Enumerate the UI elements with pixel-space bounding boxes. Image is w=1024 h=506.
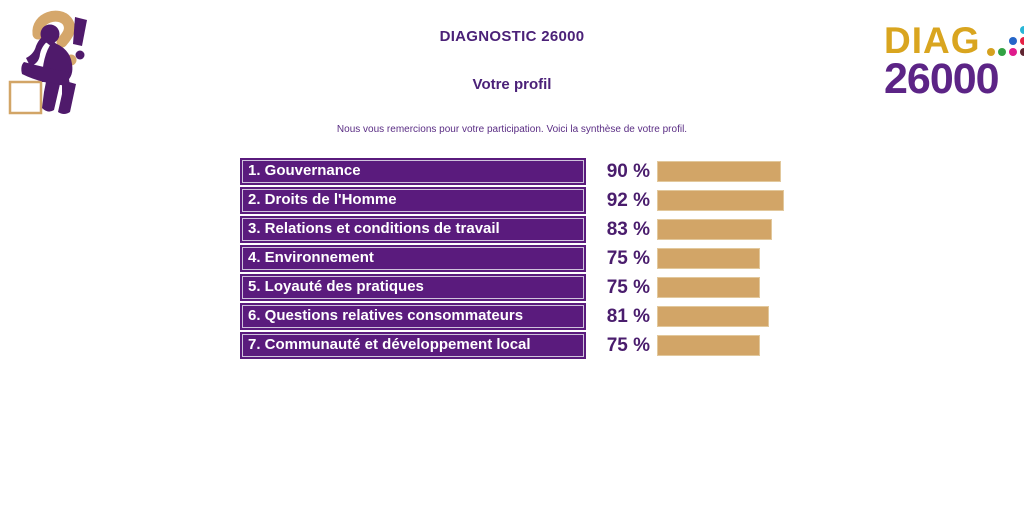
category-label: 7. Communauté et développement local — [240, 332, 586, 359]
diag26000-logo: DIAG 26000 — [884, 20, 1024, 103]
profile-chart: 1. Gouvernance 90 % 2. Droits de l'Homme 92… — [240, 158, 784, 361]
percent-value: 81 % — [606, 305, 650, 327]
logo-top-line: DIAG — [884, 20, 1024, 60]
category-label: 5. Loyauté des pratiques — [240, 274, 586, 301]
percent-bar — [657, 335, 760, 356]
percent-value: 75 % — [606, 247, 650, 269]
percent-value: 90 % — [606, 160, 650, 182]
logo-text-diag: DIAG — [884, 20, 981, 61]
chart-row: 4. Environnement 75 % — [240, 245, 784, 272]
logo-dot — [1019, 26, 1024, 34]
logo-text-26000: 26000 — [884, 55, 1000, 103]
logo-dot — [1019, 37, 1024, 45]
category-label: 1. Gouvernance — [240, 158, 586, 185]
percent-bar — [657, 190, 784, 211]
logo-dot — [1008, 48, 1017, 56]
page-title: DIAGNOSTIC 26000 — [439, 28, 585, 45]
percent-bar — [657, 277, 760, 298]
chart-row: 7. Communauté et développement local 75 % — [240, 332, 784, 359]
category-label: 6. Questions relatives consommateurs — [240, 303, 586, 330]
category-label: 2. Droits de l'Homme — [240, 187, 586, 214]
logo-dot — [1019, 48, 1024, 56]
percent-value: 92 % — [606, 189, 650, 211]
logo-dot — [997, 48, 1006, 56]
thinker-icon — [8, 10, 87, 115]
chart-row: 6. Questions relatives consommateurs 81 % — [240, 303, 784, 330]
percent-bar — [657, 161, 781, 182]
logo-dots-icon — [986, 22, 1024, 60]
category-label: 3. Relations et conditions de travail — [240, 216, 586, 243]
chart-row: 3. Relations et conditions de travail 83 … — [240, 216, 784, 243]
thinker-logo — [6, 4, 110, 122]
percent-value: 83 % — [606, 218, 650, 240]
page-subtitle: Votre profil — [472, 76, 552, 93]
chart-row: 2. Droits de l'Homme 92 % — [240, 187, 784, 214]
chart-row: 5. Loyauté des pratiques 75 % — [240, 274, 784, 301]
chart-row: 1. Gouvernance 90 % — [240, 158, 784, 185]
logo-dot — [1008, 37, 1017, 45]
intro-text: Nous vous remercions pour votre particip… — [336, 124, 688, 135]
percent-value: 75 % — [606, 334, 650, 356]
percent-bar — [657, 306, 769, 327]
percent-bar — [657, 248, 760, 269]
logo-dot — [986, 48, 995, 56]
percent-value: 75 % — [606, 276, 650, 298]
percent-bar — [657, 219, 772, 240]
category-label: 4. Environnement — [240, 245, 586, 272]
